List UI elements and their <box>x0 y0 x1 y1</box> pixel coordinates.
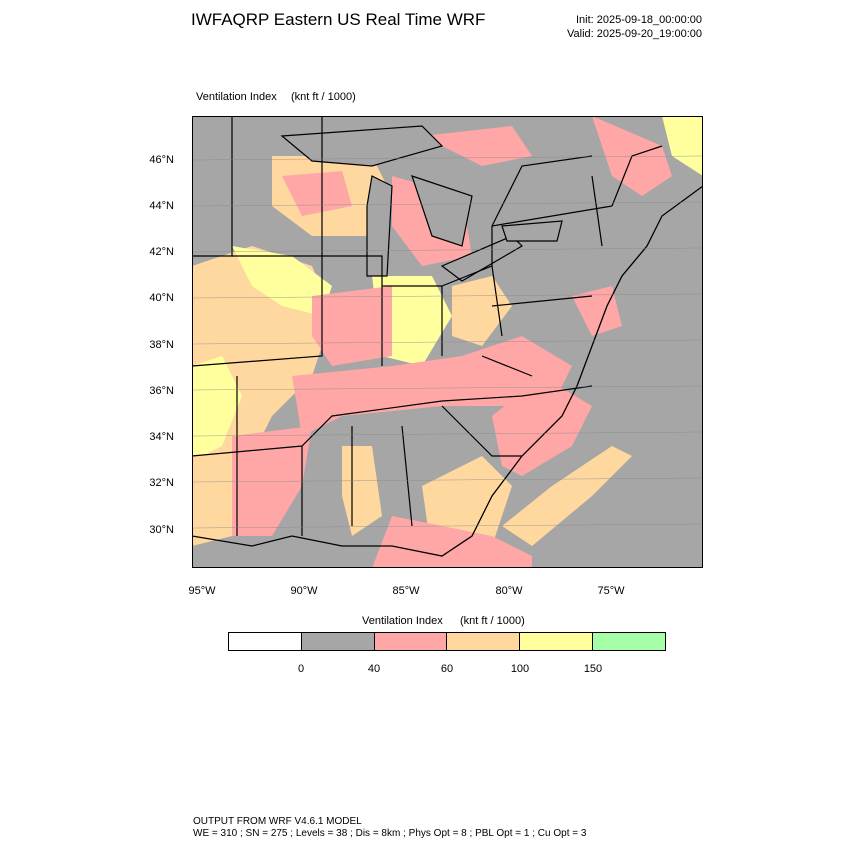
legend-swatch <box>301 633 375 650</box>
shade-west-yellow <box>192 356 242 456</box>
legend-tick-label: 40 <box>367 663 381 675</box>
map-svg <box>192 116 703 568</box>
shade-west-orange <box>192 246 332 546</box>
lon-label: 80°W <box>495 585 523 597</box>
lon-label: 75°W <box>597 585 625 597</box>
lake-erie <box>440 235 523 282</box>
shade-nj-pink <box>572 286 622 336</box>
legend-swatch <box>374 633 448 650</box>
lat-label: 36°N <box>149 385 174 397</box>
lat-label: 38°N <box>149 339 174 351</box>
shade-upper-mi-pink <box>422 126 532 166</box>
init-time: Init: 2025-09-18_00:00:00 <box>576 14 702 26</box>
valid-time: Valid: 2025-09-20_19:00:00 <box>567 28 702 40</box>
lake-ontario <box>501 220 563 242</box>
lat-label: 30°N <box>149 524 174 536</box>
shade-gulf-pink <box>372 516 532 568</box>
legend-tick-label: 100 <box>510 663 530 675</box>
map-panel <box>192 116 703 568</box>
legend-swatch <box>229 633 302 650</box>
lat-label: 32°N <box>149 477 174 489</box>
field-label: Ventilation Index <box>196 91 277 103</box>
legend-title: Ventilation Index <box>362 615 443 627</box>
model-info-line1: OUTPUT FROM WRF V4.6.1 MODEL <box>193 816 362 827</box>
model-info-line2: WE = 310 ; SN = 275 ; Levels = 38 ; Dis … <box>193 828 587 839</box>
chart-title: IWFAQRP Eastern US Real Time WRF <box>191 10 486 29</box>
legend-units: (knt ft / 1000) <box>460 615 525 627</box>
shade-ky-band-pink <box>292 336 572 436</box>
legend-swatch <box>447 633 521 650</box>
lat-label: 46°N <box>149 154 174 166</box>
lon-label: 85°W <box>392 585 420 597</box>
shade-ne-yellow <box>662 116 703 176</box>
lat-label: 44°N <box>149 200 174 212</box>
legend-swatch <box>520 633 594 650</box>
shade-atlantic-orange <box>502 446 632 546</box>
state-borders <box>192 116 663 536</box>
map-frame <box>192 116 703 568</box>
legend-colorbar <box>228 632 666 651</box>
legend-tick-label: 0 <box>297 663 305 675</box>
field-units: (knt ft / 1000) <box>291 91 356 103</box>
lat-label: 40°N <box>149 292 174 304</box>
lake-huron <box>411 175 473 247</box>
shade-il-pink <box>312 286 392 366</box>
legend-tick-label: 150 <box>583 663 603 675</box>
shade-iowa-yellow <box>232 246 332 316</box>
shade-nc-pink <box>492 376 592 476</box>
legend-tick-label: 60 <box>440 663 454 675</box>
lon-label: 95°W <box>188 585 216 597</box>
shade-oh-orange <box>452 276 512 346</box>
legend-swatch <box>593 633 665 650</box>
lon-label: 90°W <box>290 585 318 597</box>
lat-label: 42°N <box>149 246 174 258</box>
shade-ar-pink <box>232 426 312 536</box>
lake-michigan <box>366 175 393 277</box>
graticule <box>192 155 703 529</box>
lat-label: 34°N <box>149 431 174 443</box>
